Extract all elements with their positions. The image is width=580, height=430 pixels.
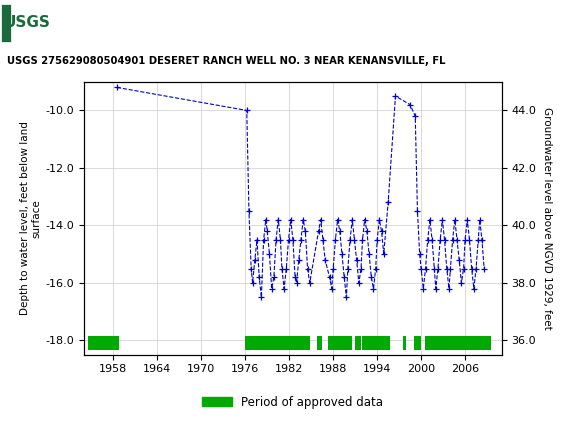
Text: USGS: USGS — [4, 15, 51, 30]
Legend: Period of approved data: Period of approved data — [198, 391, 388, 413]
FancyBboxPatch shape — [3, 3, 52, 42]
Y-axis label: Groundwater level above NGVD 1929, feet: Groundwater level above NGVD 1929, feet — [542, 107, 552, 330]
Bar — [1, 3, 11, 42]
Text: USGS 275629080504901 DESERET RANCH WELL NO. 3 NEAR KENANSVILLE, FL: USGS 275629080504901 DESERET RANCH WELL … — [7, 56, 445, 66]
Y-axis label: Depth to water level, feet below land
surface: Depth to water level, feet below land su… — [20, 121, 41, 315]
